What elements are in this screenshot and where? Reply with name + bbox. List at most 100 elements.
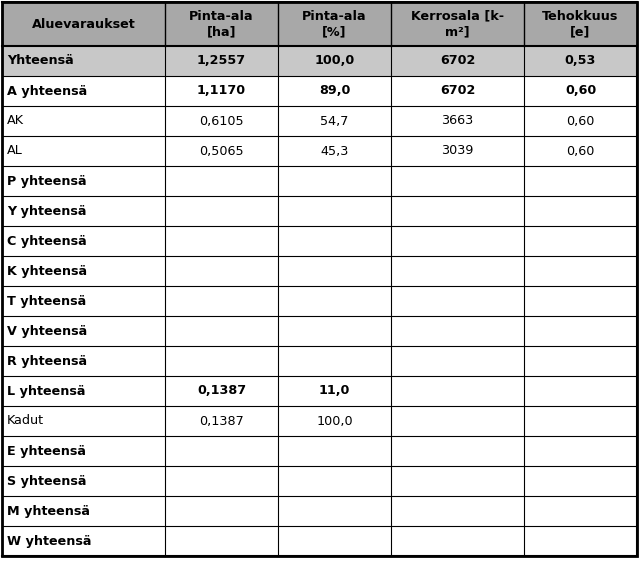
Bar [278,436,391,466]
Text: Aluevaraukset: Aluevaraukset [31,17,135,31]
Bar [278,256,391,286]
Bar [524,406,637,436]
Text: R yhteensä: R yhteensä [7,354,87,368]
Bar [278,286,391,316]
Text: Yhteensä: Yhteensä [7,54,74,68]
Bar [524,256,637,286]
Bar [278,376,391,406]
Text: Kerrosala [k-
m²]: Kerrosala [k- m²] [411,9,504,39]
Text: 6702: 6702 [440,84,475,98]
Bar [391,526,524,556]
Text: 0,60: 0,60 [566,144,595,157]
Bar [391,76,524,106]
Text: A yhteensä: A yhteensä [7,84,87,98]
Bar [391,406,524,436]
Text: C yhteensä: C yhteensä [7,235,87,247]
Bar [524,376,637,406]
Bar [391,2,524,46]
Bar [165,46,278,76]
Text: AK: AK [7,114,24,128]
Text: E yhteensä: E yhteensä [7,444,86,458]
Text: 54,7: 54,7 [320,114,349,128]
Bar [2,76,165,106]
Text: 45,3: 45,3 [320,144,349,157]
Bar [391,466,524,496]
Bar [2,346,165,376]
Bar [524,346,637,376]
Text: AL: AL [7,144,22,157]
Text: 0,5065: 0,5065 [199,144,244,157]
Bar [278,526,391,556]
Bar [165,466,278,496]
Bar [524,436,637,466]
Bar [391,496,524,526]
Text: 1,1170: 1,1170 [197,84,246,98]
Bar [524,526,637,556]
Text: M yhteensä: M yhteensä [7,505,90,517]
Text: T yhteensä: T yhteensä [7,295,87,307]
Bar [2,136,165,166]
Bar [391,46,524,76]
Text: Tehokkuus
[e]: Tehokkuus [e] [542,9,619,39]
Text: 0,60: 0,60 [565,84,596,98]
Bar [524,196,637,226]
Bar [2,436,165,466]
Bar [2,106,165,136]
Bar [165,226,278,256]
Bar [524,46,637,76]
Text: V yhteensä: V yhteensä [7,324,87,338]
Bar [2,406,165,436]
Bar [165,496,278,526]
Bar [2,526,165,556]
Bar [278,196,391,226]
Bar [278,76,391,106]
Bar [391,136,524,166]
Bar [391,226,524,256]
Bar [524,466,637,496]
Bar [391,286,524,316]
Bar [524,166,637,196]
Text: P yhteensä: P yhteensä [7,175,87,187]
Text: 89,0: 89,0 [319,84,350,98]
Text: 100,0: 100,0 [316,414,353,428]
Text: 0,1387: 0,1387 [197,384,246,398]
Bar [278,46,391,76]
Bar [391,256,524,286]
Text: 1,2557: 1,2557 [197,54,246,68]
Bar [165,2,278,46]
Bar [391,316,524,346]
Bar [165,256,278,286]
Bar [524,226,637,256]
Bar [524,316,637,346]
Bar [391,106,524,136]
Bar [524,286,637,316]
Bar [278,406,391,436]
Bar [524,76,637,106]
Text: Pinta-ala
[%]: Pinta-ala [%] [302,9,367,39]
Bar [2,46,165,76]
Bar [278,226,391,256]
Bar [165,316,278,346]
Bar [2,316,165,346]
Bar [391,196,524,226]
Bar [2,376,165,406]
Bar [278,106,391,136]
Text: 0,1387: 0,1387 [199,414,244,428]
Bar [524,106,637,136]
Text: 0,53: 0,53 [565,54,596,68]
Text: Kadut: Kadut [7,414,44,428]
Bar [278,496,391,526]
Bar [165,166,278,196]
Bar [165,136,278,166]
Bar [278,166,391,196]
Text: K yhteensä: K yhteensä [7,265,87,277]
Bar [2,256,165,286]
Bar [165,376,278,406]
Bar [165,286,278,316]
Text: 100,0: 100,0 [314,54,354,68]
Bar [391,166,524,196]
Bar [165,76,278,106]
Text: 11,0: 11,0 [319,384,350,398]
Bar [2,196,165,226]
Bar [278,136,391,166]
